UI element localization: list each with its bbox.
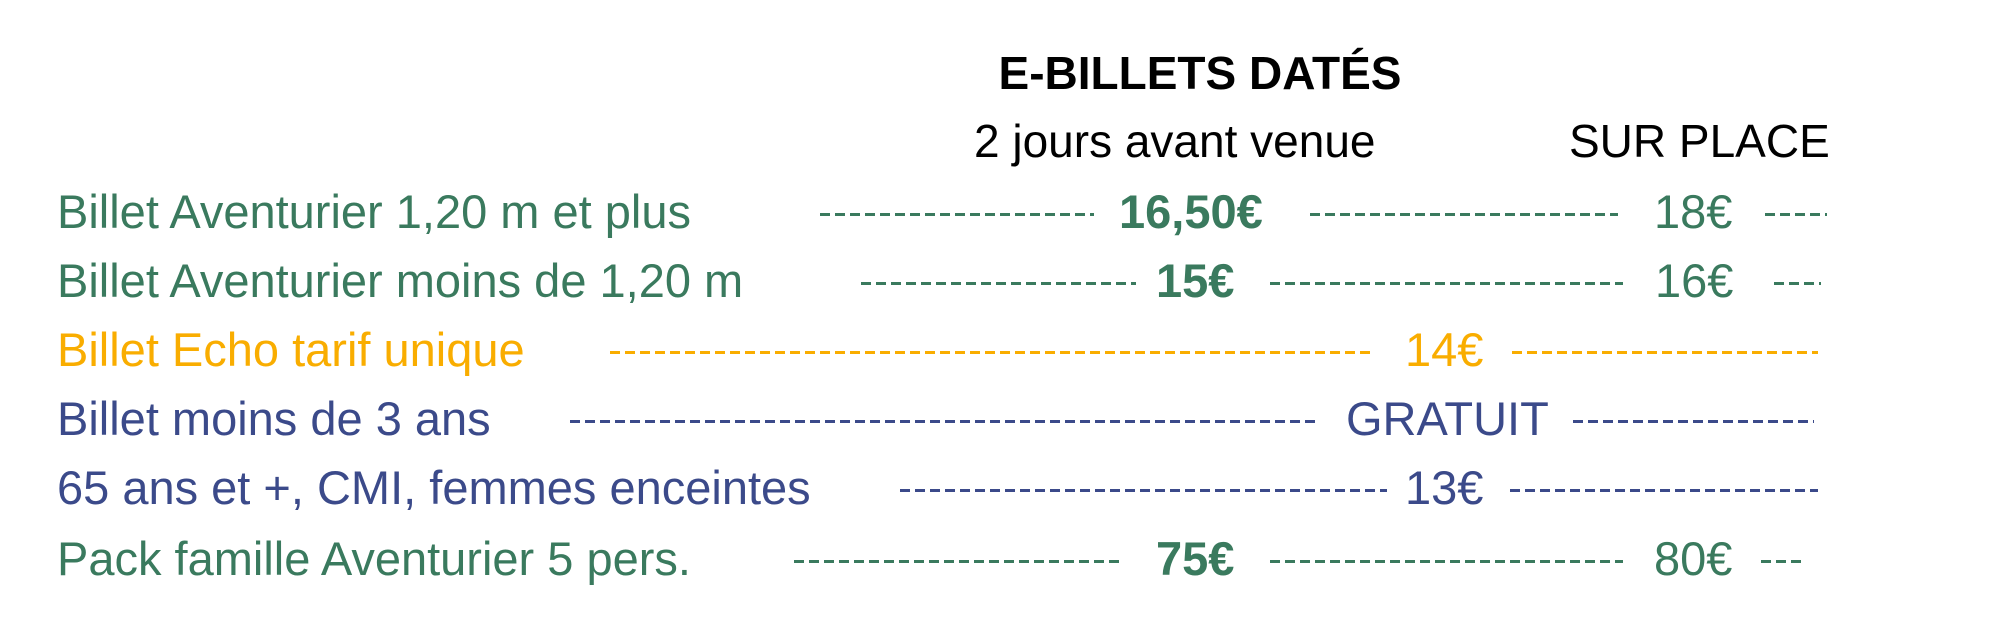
leader-dashes bbox=[900, 489, 1387, 492]
price-row: Billet Aventurier moins de 1,20 m 15€ 16… bbox=[0, 251, 2000, 311]
row-label: Billet Aventurier moins de 1,20 m bbox=[57, 254, 744, 307]
onsite-price: 80€ bbox=[1654, 532, 1733, 585]
price: GRATUIT bbox=[1346, 392, 1549, 445]
section-title: E-BILLETS DATÉS bbox=[998, 47, 1402, 99]
leader-dashes bbox=[1573, 420, 1814, 423]
online-price: 15€ bbox=[1156, 254, 1235, 307]
row-label: 65 ans et +, CMI, femmes enceintes bbox=[57, 461, 811, 514]
leader-dashes bbox=[1761, 560, 1805, 563]
price: 14€ bbox=[1405, 323, 1484, 376]
leader-dashes bbox=[1512, 351, 1818, 354]
leader-dashes bbox=[1310, 213, 1618, 216]
row-label: Billet Echo tarif unique bbox=[57, 323, 525, 376]
price-row: Billet Aventurier 1,20 m et plus 16,50€ … bbox=[0, 182, 2000, 242]
onsite-price: 16€ bbox=[1655, 254, 1734, 307]
row-label: Billet Aventurier 1,20 m et plus bbox=[57, 185, 691, 238]
leader-dashes bbox=[861, 282, 1136, 285]
leader-dashes bbox=[570, 420, 1318, 423]
leader-dashes bbox=[820, 213, 1094, 216]
price-row: 65 ans et +, CMI, femmes enceintes 13€ bbox=[0, 458, 2000, 518]
leader-dashes bbox=[1765, 213, 1827, 216]
row-label: Billet moins de 3 ans bbox=[57, 392, 491, 445]
leader-dashes bbox=[1270, 560, 1623, 563]
column-header-online: 2 jours avant venue bbox=[974, 115, 1376, 167]
leader-dashes bbox=[1774, 282, 1821, 285]
leader-dashes bbox=[1270, 282, 1623, 285]
leader-dashes bbox=[794, 560, 1119, 563]
price-row: Billet Echo tarif unique 14€ bbox=[0, 320, 2000, 380]
price: 13€ bbox=[1405, 461, 1484, 514]
leader-dashes bbox=[610, 351, 1374, 354]
price-row: Billet moins de 3 ans GRATUIT bbox=[0, 389, 2000, 449]
price-row: Pack famille Aventurier 5 pers. 75€ 80€ bbox=[0, 529, 2000, 589]
column-header-onsite: SUR PLACE bbox=[1569, 115, 1830, 167]
online-price: 16,50€ bbox=[1119, 185, 1263, 238]
onsite-price: 18€ bbox=[1654, 185, 1733, 238]
row-label: Pack famille Aventurier 5 pers. bbox=[57, 532, 691, 585]
leader-dashes bbox=[1510, 489, 1818, 492]
online-price: 75€ bbox=[1156, 532, 1235, 585]
